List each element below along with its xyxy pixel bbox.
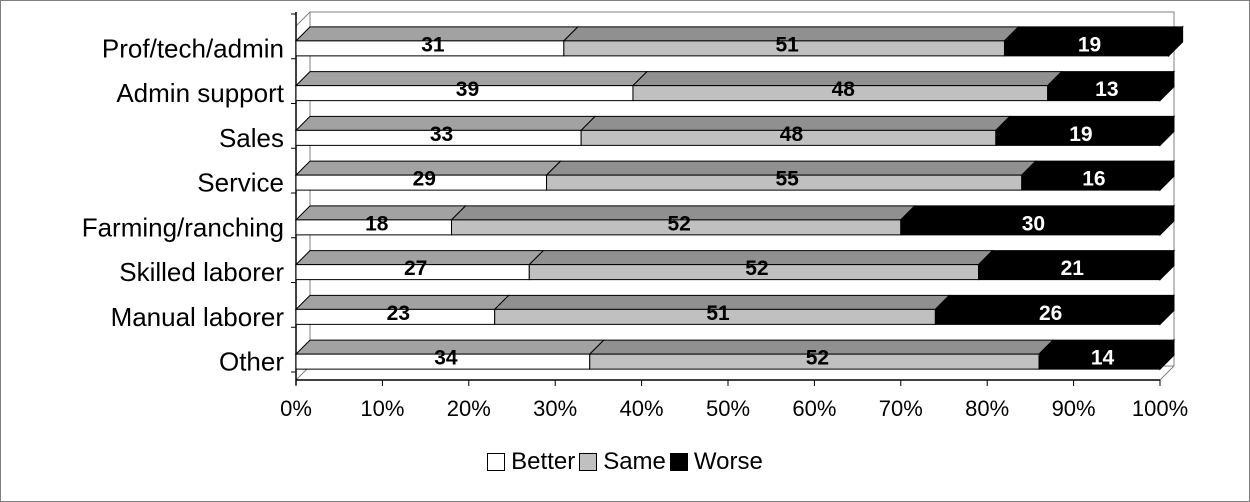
value-label-same: 52 — [745, 257, 768, 280]
value-label-worse: 19 — [1069, 123, 1092, 146]
stacked-bar-chart: 0% 10% 20% 30% 40% 50% 60% 70% 80% 90% 100% Prof/te… — [82, 11, 1188, 421]
value-label-same: 52 — [667, 212, 690, 235]
legend-item-better: Better — [487, 448, 575, 476]
value-label-same: 51 — [706, 302, 730, 325]
value-label-better: 39 — [456, 78, 479, 101]
legend-swatch-same — [579, 453, 598, 471]
value-label-worse: 14 — [1091, 347, 1115, 370]
value-label-worse: 30 — [1022, 212, 1045, 235]
value-label-same: 48 — [832, 78, 856, 101]
value-label-worse: 13 — [1095, 78, 1118, 101]
value-label-better: 31 — [421, 33, 445, 56]
axis-depth-top — [295, 11, 311, 27]
x-tick-label: 40% — [620, 396, 664, 421]
value-label-same: 48 — [780, 123, 804, 146]
legend-swatch-worse — [669, 453, 688, 471]
value-label-better: 34 — [434, 347, 458, 370]
value-label-same: 52 — [806, 347, 829, 370]
legend-item-worse: Worse — [669, 448, 763, 476]
legend-item-same: Same — [579, 448, 666, 476]
category-label-farming-ranching: Farming/ranching — [82, 212, 284, 242]
legend-label-same: Same — [603, 448, 666, 475]
value-label-better: 23 — [387, 302, 410, 325]
value-label-worse: 21 — [1061, 257, 1085, 280]
x-tick-label: 60% — [792, 396, 836, 421]
value-label-better: 18 — [365, 212, 389, 235]
axis-depth-right — [1159, 365, 1175, 381]
value-label-better: 29 — [413, 168, 436, 191]
legend: Better Same Worse — [0, 448, 1250, 478]
x-tick-label: 10% — [360, 396, 404, 421]
x-tick-label: 50% — [706, 396, 750, 421]
category-label-sales: Sales — [219, 123, 284, 153]
bar-side — [1159, 338, 1175, 371]
x-tick-label: 90% — [1052, 396, 1096, 421]
x-tick-label: 0% — [280, 396, 312, 421]
category-label-skilled-laborer: Skilled laborer — [119, 257, 284, 287]
category-label-service: Service — [197, 168, 284, 198]
value-label-same: 51 — [775, 33, 799, 56]
legend-label-better: Better — [511, 448, 576, 475]
bar-side — [1159, 204, 1175, 237]
value-label-worse: 16 — [1082, 168, 1105, 191]
legend-label-worse: Worse — [693, 448, 763, 475]
value-label-worse: 26 — [1039, 302, 1062, 325]
x-tick-label: 80% — [965, 396, 1009, 421]
value-label-same: 55 — [775, 168, 799, 191]
bar-side — [1159, 159, 1175, 192]
category-label-prof-tech-admin: Prof/tech/admin — [102, 33, 284, 63]
x-tick-label: 20% — [447, 396, 491, 421]
value-label-better: 27 — [404, 257, 427, 280]
x-tick-label: 70% — [879, 396, 923, 421]
x-tick-label: 100% — [1132, 396, 1188, 421]
bar-side — [1159, 70, 1175, 102]
bar-side — [1168, 25, 1184, 58]
bar-side — [1159, 115, 1175, 147]
category-label-manual-laborer: Manual laborer — [111, 302, 285, 332]
x-tick-label: 30% — [533, 396, 577, 421]
legend-swatch-better — [487, 453, 506, 471]
bar-side — [1159, 249, 1175, 281]
category-label-other: Other — [219, 347, 284, 377]
bar-side — [1159, 294, 1175, 326]
value-label-better: 33 — [430, 123, 453, 146]
value-label-worse: 19 — [1078, 33, 1101, 56]
category-label-admin-support: Admin support — [116, 78, 284, 108]
